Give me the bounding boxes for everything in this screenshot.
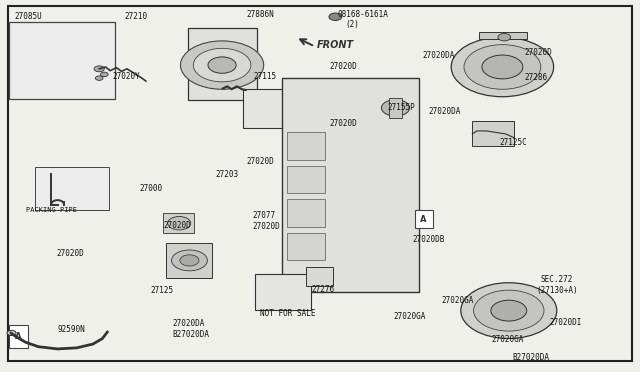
Text: SEC.272: SEC.272 <box>541 275 573 284</box>
Text: 27020D: 27020D <box>525 48 552 57</box>
Text: 27020D: 27020D <box>252 222 280 231</box>
Text: 08168-6161A: 08168-6161A <box>338 10 388 19</box>
Text: 27276: 27276 <box>312 285 335 294</box>
FancyBboxPatch shape <box>287 199 325 227</box>
Text: 27085U: 27085U <box>14 12 42 21</box>
Circle shape <box>498 33 511 41</box>
Text: A: A <box>15 332 22 341</box>
Text: B27020DA: B27020DA <box>173 330 210 339</box>
Circle shape <box>461 283 557 339</box>
Text: 27125C: 27125C <box>499 138 527 147</box>
Text: 27020GA: 27020GA <box>393 312 426 321</box>
Text: PACKING PIPE: PACKING PIPE <box>26 207 77 213</box>
Text: 27203: 27203 <box>216 170 239 179</box>
FancyBboxPatch shape <box>306 267 333 286</box>
Text: 27020D: 27020D <box>56 249 84 258</box>
Text: 27020DA: 27020DA <box>429 107 461 116</box>
Text: (27130+A): (27130+A) <box>536 286 578 295</box>
Circle shape <box>95 76 103 80</box>
FancyBboxPatch shape <box>8 6 632 361</box>
Text: 92590N: 92590N <box>58 325 85 334</box>
Text: 27020D: 27020D <box>246 157 274 166</box>
Circle shape <box>180 255 199 266</box>
Circle shape <box>94 66 104 72</box>
Circle shape <box>329 13 342 20</box>
FancyBboxPatch shape <box>287 166 325 193</box>
Text: 27020D: 27020D <box>330 119 357 128</box>
FancyBboxPatch shape <box>287 232 325 260</box>
Text: 27210: 27210 <box>125 12 148 21</box>
Circle shape <box>491 300 527 321</box>
Circle shape <box>172 250 207 271</box>
FancyBboxPatch shape <box>479 32 527 39</box>
Text: A: A <box>420 215 427 224</box>
FancyBboxPatch shape <box>166 243 212 278</box>
FancyBboxPatch shape <box>287 132 325 160</box>
Circle shape <box>168 217 191 230</box>
FancyBboxPatch shape <box>9 325 28 348</box>
Circle shape <box>100 72 108 77</box>
Text: NOT FOR SALE: NOT FOR SALE <box>260 309 316 318</box>
Text: 27155P: 27155P <box>387 103 415 112</box>
Circle shape <box>474 290 544 331</box>
Text: 27886N: 27886N <box>246 10 274 19</box>
Text: 27020D: 27020D <box>330 62 357 71</box>
Text: 27000: 27000 <box>140 185 163 193</box>
Circle shape <box>464 45 541 89</box>
Text: 27125: 27125 <box>150 286 173 295</box>
FancyBboxPatch shape <box>35 167 109 210</box>
Circle shape <box>7 330 16 336</box>
Circle shape <box>451 37 554 97</box>
Circle shape <box>208 57 236 73</box>
Text: 27286: 27286 <box>525 73 548 81</box>
FancyBboxPatch shape <box>415 210 433 228</box>
Circle shape <box>381 100 410 116</box>
FancyBboxPatch shape <box>389 98 402 118</box>
FancyBboxPatch shape <box>188 28 257 100</box>
FancyBboxPatch shape <box>243 89 285 128</box>
FancyBboxPatch shape <box>9 22 115 99</box>
FancyBboxPatch shape <box>282 78 419 292</box>
Text: 27020GA: 27020GA <box>492 335 524 344</box>
Circle shape <box>180 41 264 89</box>
Text: 27020DI: 27020DI <box>549 318 582 327</box>
Text: B27020DA: B27020DA <box>512 353 549 362</box>
Text: 27077: 27077 <box>252 211 275 219</box>
Text: (2): (2) <box>346 20 360 29</box>
Text: 27020DA: 27020DA <box>422 51 455 60</box>
Text: 27020D: 27020D <box>163 221 191 230</box>
Text: 27020Y: 27020Y <box>112 72 140 81</box>
Text: 27115: 27115 <box>253 72 276 81</box>
FancyBboxPatch shape <box>255 274 311 310</box>
Text: FRONT: FRONT <box>317 41 354 50</box>
Text: 27020DB: 27020DB <box>413 235 445 244</box>
Circle shape <box>482 55 523 79</box>
FancyBboxPatch shape <box>472 121 514 146</box>
Text: 27020DA: 27020DA <box>173 319 205 328</box>
Text: 27020GA: 27020GA <box>442 296 474 305</box>
Circle shape <box>193 48 251 82</box>
FancyBboxPatch shape <box>163 213 194 232</box>
